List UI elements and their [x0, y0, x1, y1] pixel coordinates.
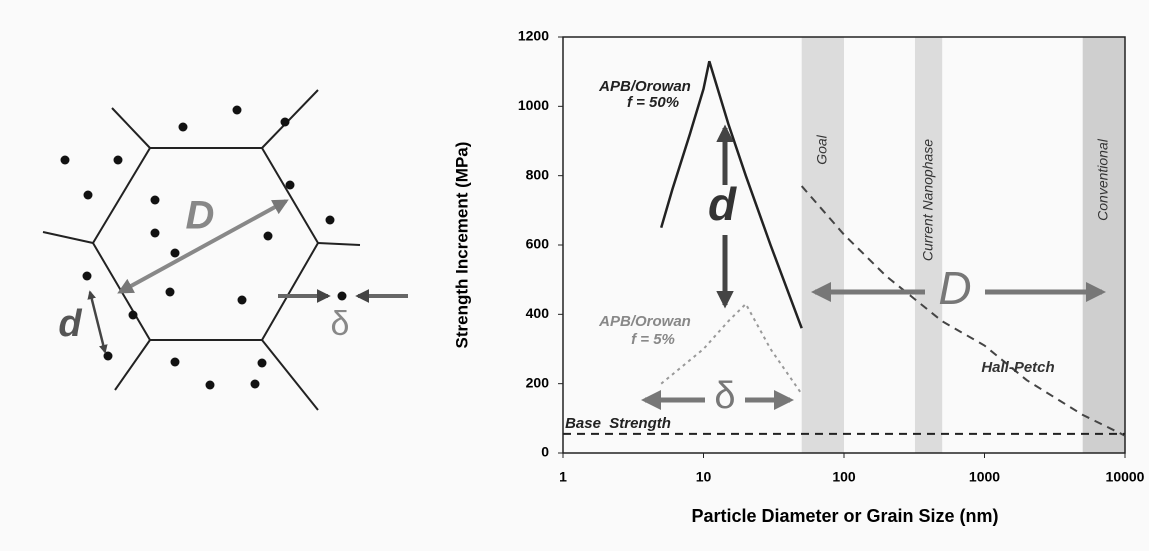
y-tick-label: 1000 [518, 97, 549, 113]
particle [150, 228, 160, 238]
d-arrow [117, 199, 289, 294]
particle [263, 231, 273, 241]
series-fraction: f = 5% [631, 331, 675, 348]
diagram-d: d [58, 303, 82, 345]
particle [257, 358, 267, 368]
chart: Goal Current Nanophase Conventional 0 200 400… [452, 28, 1144, 526]
particle [150, 195, 160, 205]
small-d-arrow [87, 290, 108, 354]
grain-boundaries [42, 89, 361, 411]
x-tick-label: 10000 [1106, 469, 1145, 485]
diagram-D: D [186, 194, 215, 238]
d-label-bg [705, 185, 745, 235]
region-band [1082, 37, 1125, 453]
series-line [800, 185, 1126, 437]
series-label: Hall-Petch [981, 359, 1054, 376]
particle [83, 190, 93, 200]
particle [280, 117, 290, 127]
D-label: D [938, 262, 971, 314]
particle [170, 357, 180, 367]
grain-diagram [42, 89, 361, 411]
particle [325, 215, 335, 225]
x-tick-label: 10 [696, 469, 712, 485]
y-tick-label: 0 [541, 444, 549, 460]
particle [60, 155, 70, 165]
particle [82, 271, 92, 281]
particle [170, 248, 180, 258]
x-axis-label: Particle Diameter or Grain Size (nm) [691, 506, 998, 526]
particle [128, 310, 138, 320]
region-band [801, 37, 844, 453]
region-label: Current Nanophase [919, 139, 935, 261]
diagram-delta: δ [331, 305, 350, 343]
delta-label: δ [714, 375, 735, 417]
region-band [914, 37, 943, 453]
particle [165, 287, 175, 297]
series-label: Base Strength [565, 415, 671, 432]
d-label: d [708, 178, 737, 230]
region-label: Conventional [1095, 138, 1111, 221]
region-label: Goal [814, 134, 830, 164]
x-tick-label: 1 [559, 469, 567, 485]
series-label: APB/Orowan [598, 78, 691, 95]
y-tick-label: 800 [526, 166, 550, 182]
particle [237, 295, 247, 305]
x-tick-label: 100 [832, 469, 856, 485]
y-tick-label: 400 [526, 305, 550, 321]
particle [337, 291, 347, 301]
particle [178, 122, 188, 132]
y-tick-label: 600 [526, 236, 550, 252]
particle [205, 380, 215, 390]
particle [103, 351, 113, 361]
series-fraction: f = 50% [627, 94, 679, 111]
particle [113, 155, 123, 165]
series-line [660, 60, 803, 329]
y-tick-label: 200 [526, 374, 550, 390]
particle [285, 180, 295, 190]
particle [250, 379, 260, 389]
series-line [660, 302, 803, 395]
x-tick-label: 1000 [969, 469, 1000, 485]
particle [232, 105, 242, 115]
series-label: APB/Orowan [598, 313, 691, 330]
y-axis-label: Strength Increment (MPa) [452, 142, 471, 349]
y-tick-label: 1200 [518, 28, 549, 44]
